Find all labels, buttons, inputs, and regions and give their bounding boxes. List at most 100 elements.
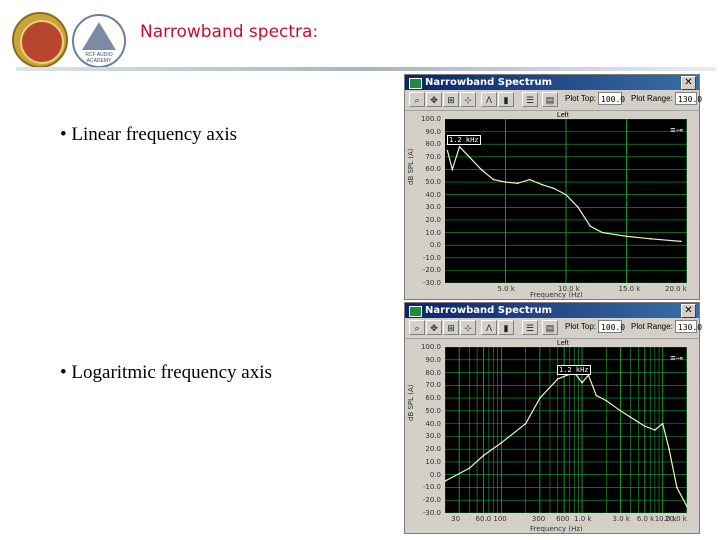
app-icon — [409, 306, 422, 317]
spectrum-trace — [445, 371, 687, 507]
x-tick-label: 300 — [531, 515, 546, 523]
x-axis-title: Frequency (Hz) — [530, 525, 583, 533]
table-icon[interactable]: ☰ — [522, 92, 538, 107]
pan-icon[interactable]: ✥ — [426, 320, 442, 335]
plot-top-label: Plot Top: — [565, 322, 596, 331]
y-tick-label: 60.0 — [425, 165, 441, 174]
x-tick-label: 100 — [493, 515, 507, 523]
peak-icon[interactable]: Λ — [481, 320, 497, 335]
spectrum-window-linear: Narrowband Spectrum ✕ ⌕ ✥ ⊞ ⊹ Λ ▮ ☰ ▤ Pl… — [404, 74, 702, 300]
x-tick-label: 6.0 k — [636, 515, 655, 523]
x-tick-label: 20.0 k — [665, 285, 687, 293]
plot-range-input[interactable]: 130.0 — [675, 320, 702, 333]
autoscale-icon[interactable]: ⊞ — [443, 320, 459, 335]
spectrum-point — [482, 454, 485, 457]
plot-top-input[interactable]: 100.0 — [598, 320, 625, 333]
x-tick-label: 3.0 k — [612, 515, 630, 523]
y-tick-label: 60.0 — [425, 394, 441, 403]
y-tick-label: 20.0 — [425, 215, 441, 224]
y-tick-label: 10.0 — [425, 457, 441, 466]
y-tick-label: 50.0 — [425, 406, 441, 415]
y-axis-title: dB SPL (A) — [407, 148, 415, 185]
close-button[interactable]: ✕ — [681, 76, 696, 90]
plot-range-label: Plot Range: — [631, 322, 673, 331]
spectrum-point — [539, 397, 541, 399]
y-tick-label: 50.0 — [425, 178, 441, 187]
window-title: Narrowband Spectrum — [425, 305, 553, 316]
spectrum-point — [654, 429, 656, 431]
spectrum-point — [644, 425, 646, 427]
y-tick-label: 90.0 — [425, 355, 441, 364]
peak-icon[interactable]: Λ — [481, 92, 497, 107]
cursor-icon[interactable]: ⊹ — [460, 320, 476, 335]
legend-icon: ≡⊸ — [670, 353, 683, 363]
plot-top-input[interactable]: 100.0 — [598, 92, 625, 105]
y-axis-title: dB SPL (A) — [407, 384, 415, 421]
x-tick-label: 15.0 k — [618, 285, 641, 293]
settings-icon[interactable]: ▤ — [542, 92, 558, 107]
spectrum-point — [492, 178, 495, 181]
spectrum-point — [468, 156, 470, 158]
zoom-icon[interactable]: ⌕ — [409, 320, 425, 335]
spectrum-point — [625, 235, 628, 238]
x-tick-label: 10.0 k — [654, 515, 677, 523]
zoom-icon[interactable]: ⌕ — [409, 92, 425, 107]
x-tick-label: 20.0 k — [665, 515, 687, 523]
channel-label: Left — [557, 340, 569, 347]
spectrum-plot-linear[interactable]: 1.2 kHz ≡⊸ — [445, 119, 687, 283]
app-icon — [409, 78, 422, 89]
spectrum-point — [500, 441, 503, 444]
spectrum-point — [553, 187, 555, 190]
spectrum-plot-log[interactable]: 1.2 kHz ≡⊸ — [445, 347, 687, 513]
spectrum-point — [595, 394, 598, 397]
y-tick-label: 20.0 — [425, 445, 441, 454]
close-button[interactable]: ✕ — [681, 304, 696, 318]
plot-range-input[interactable]: 130.0 — [675, 92, 702, 105]
slide-title: Narrowband spectra: — [140, 22, 319, 42]
spectrum-point — [516, 182, 519, 185]
x-tick-label: 1.0 k — [574, 515, 592, 523]
university-seal-logo — [12, 12, 68, 68]
y-tick-label: 70.0 — [425, 152, 441, 161]
x-tick-label: 60.0 — [475, 515, 492, 523]
x-tick-label: 10.0 k — [558, 285, 580, 293]
legend-icon: ≡⊸ — [670, 125, 683, 135]
window-titlebar[interactable]: Narrowband Spectrum ✕ — [405, 303, 699, 318]
bars-icon[interactable]: ▮ — [498, 92, 514, 107]
y-tick-label: 0.0 — [429, 241, 441, 250]
y-tick-label: -10.0 — [422, 253, 441, 262]
window-titlebar[interactable]: Narrowband Spectrum ✕ — [405, 75, 699, 90]
spectrum-point — [524, 422, 527, 425]
spectrum-point — [541, 183, 543, 186]
y-tick-label: -10.0 — [422, 483, 441, 492]
spectrum-point — [605, 399, 608, 402]
spectrum-point — [458, 145, 461, 148]
settings-icon[interactable]: ▤ — [542, 320, 558, 335]
y-tick-label: 100.0 — [420, 115, 441, 123]
marker-label: 1.2 kHz — [557, 365, 591, 375]
spectrum-point — [601, 231, 604, 234]
spectrum-point — [668, 448, 670, 450]
title-divider — [16, 67, 716, 71]
table-icon[interactable]: ☰ — [522, 320, 538, 335]
y-tick-label: 10.0 — [425, 228, 441, 237]
spectrum-point — [686, 505, 687, 508]
academy-logo: RCF AUDIO ACADEMY — [72, 14, 126, 68]
y-tick-label: 90.0 — [425, 127, 441, 136]
cursor-icon[interactable]: ⊹ — [460, 92, 476, 107]
y-tick-label: -30.0 — [422, 279, 441, 287]
spectrum-point — [445, 480, 446, 482]
spectrum-point — [556, 378, 559, 380]
autoscale-icon[interactable]: ⊞ — [443, 92, 459, 107]
spectrum-point — [676, 486, 678, 489]
spectrum-window-log: Narrowband Spectrum ✕ ⌕ ✥ ⊞ ⊹ Λ ▮ ☰ ▤ Pl… — [404, 302, 702, 534]
bars-icon[interactable]: ▮ — [498, 320, 514, 335]
pan-icon[interactable]: ✥ — [426, 92, 442, 107]
spectrum-point — [446, 149, 449, 152]
channel-label: Left — [557, 112, 569, 119]
spectrum-trace — [446, 145, 681, 242]
spectrum-point — [565, 193, 567, 196]
spectrum-point — [504, 181, 507, 183]
toolbar: ⌕ ✥ ⊞ ⊹ Λ ▮ ☰ ▤ Plot Top: 100.0 Plot Ran… — [405, 318, 702, 339]
window-title: Narrowband Spectrum — [425, 77, 553, 88]
